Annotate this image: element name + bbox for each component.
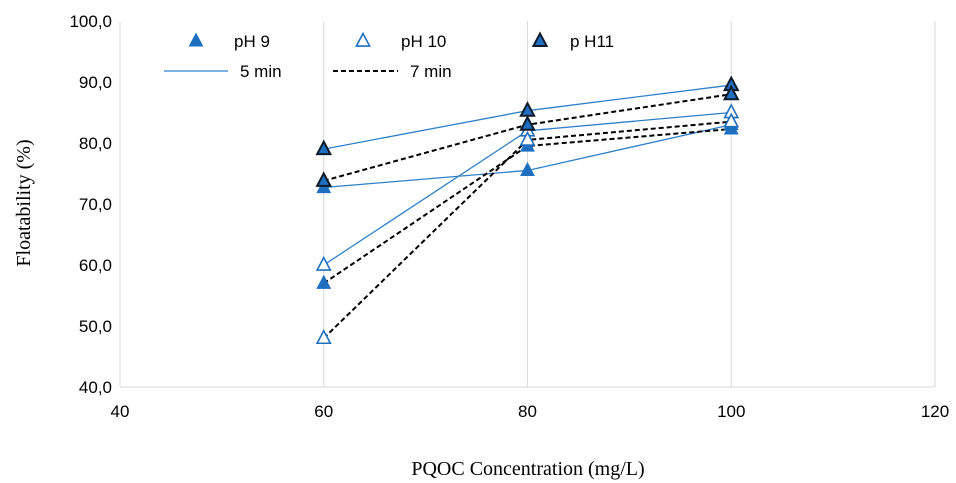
x-tick-label: 60: [314, 402, 333, 421]
legend-label: 7 min: [410, 62, 452, 81]
y-tick-labels: 40,0 50,0 60,0 70,0 80,0 90,0 100,0: [69, 12, 112, 397]
legend-marker: [188, 32, 204, 47]
data-point: [723, 112, 740, 128]
series-markers: [315, 75, 740, 345]
series-line-ph9-7min: [323, 127, 732, 285]
x-axis-title: PQOC Concentration (mg/L): [411, 458, 644, 480]
data-point: [519, 115, 536, 131]
data-point: [519, 130, 536, 146]
y-tick-label: 50,0: [79, 317, 112, 336]
legend-marker: [355, 31, 371, 47]
y-tick-label: 70,0: [79, 195, 112, 214]
data-point: [315, 139, 333, 156]
y-axis-title: Floatability (%): [13, 139, 35, 266]
legend-marker: [531, 31, 549, 48]
x-tick-label: 40: [111, 402, 130, 421]
y-tick-label: 100,0: [69, 12, 112, 31]
legend: pH 9 pH 10 p H11 5 min 7 min: [164, 31, 614, 81]
legend-label: pH 9: [234, 32, 270, 51]
data-point: [315, 171, 333, 187]
y-tick-label: 90,0: [79, 73, 112, 92]
legend-label: 5 min: [240, 62, 282, 81]
x-tick-label: 100: [717, 402, 745, 421]
x-tick-label: 120: [921, 402, 949, 421]
data-point: [315, 255, 332, 271]
data-point: [520, 161, 535, 176]
data-point: [723, 120, 739, 135]
data-point: [316, 274, 332, 289]
legend-label: pH 10: [401, 32, 446, 51]
data-point: [315, 329, 332, 345]
x-tick-labels: 40 60 80 100 120: [111, 402, 950, 421]
legend-label: p H11: [570, 32, 614, 51]
y-tick-label: 80,0: [79, 134, 112, 153]
y-tick-label: 60,0: [79, 256, 112, 275]
data-point: [722, 84, 740, 101]
axes: [119, 21, 935, 388]
y-tick-label: 40,0: [79, 378, 112, 397]
x-tick-label: 80: [518, 402, 537, 421]
